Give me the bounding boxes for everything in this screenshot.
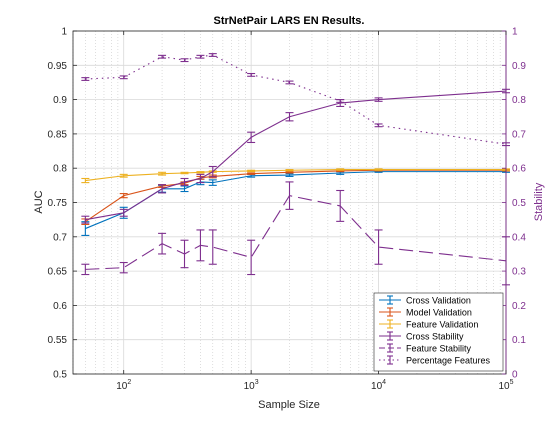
right-tick-label: 0.3 <box>512 267 526 278</box>
left-tick-label: 0.65 <box>48 267 68 278</box>
x-tick-label: 103 <box>244 379 259 392</box>
left-tick-label: 0.8 <box>53 164 67 175</box>
left-tick-label: 0.95 <box>48 61 68 72</box>
left-axis-label: AUC <box>33 190 45 213</box>
x-axis-label: Sample Size <box>258 399 320 411</box>
right-axis-label: Stability <box>533 182 545 221</box>
right-tick-label: 1 <box>512 27 518 38</box>
x-tick-label: 104 <box>371 379 386 392</box>
right-tick-label: 0.4 <box>512 232 526 243</box>
left-tick-label: 0.9 <box>53 95 67 106</box>
legend-label: Feature Stability <box>406 344 472 354</box>
right-tick-label: 0.6 <box>512 164 526 175</box>
right-tick-label: 0.2 <box>512 301 526 312</box>
right-tick-label: 0.9 <box>512 61 526 72</box>
right-tick-label: 0.7 <box>512 129 526 140</box>
series-line <box>85 195 507 270</box>
right-tick-label: 0 <box>512 370 518 381</box>
left-tick-label: 0.5 <box>53 370 67 381</box>
left-tick-label: 0.85 <box>48 129 68 140</box>
chart-title: StrNetPair LARS EN Results. <box>214 15 365 27</box>
left-tick-label: 0.7 <box>53 232 67 243</box>
left-tick-label: 0.6 <box>53 301 67 312</box>
legend-label: Cross Validation <box>406 296 471 306</box>
x-tick-label: 102 <box>116 379 131 392</box>
x-tick-label: 105 <box>498 379 513 392</box>
legend: Cross Validation Model Validation Feature … <box>373 292 504 372</box>
legend-label: Percentage Features <box>406 356 491 366</box>
legend-label: Cross Stability <box>406 332 464 342</box>
right-tick-label: 0.8 <box>512 95 526 106</box>
right-axis: 0 0.1 0.2 0.3 0.4 0.5 0.6 0.7 0.8 0.9 1 <box>502 27 526 381</box>
x-axis: 102 103 104 105 <box>116 31 514 392</box>
left-axis: 0.5 0.55 0.6 0.65 0.7 0.75 0.8 0.85 0.9 0.95 1 <box>48 27 77 381</box>
legend-label: Model Validation <box>406 308 472 318</box>
legend-label: Feature Validation <box>406 320 478 330</box>
left-tick-label: 0.55 <box>48 335 68 346</box>
legend-box <box>373 292 504 372</box>
right-tick-label: 0.5 <box>512 198 526 209</box>
left-tick-label: 1 <box>61 27 67 38</box>
right-tick-label: 0.1 <box>512 335 526 346</box>
left-tick-label: 0.75 <box>48 198 68 209</box>
